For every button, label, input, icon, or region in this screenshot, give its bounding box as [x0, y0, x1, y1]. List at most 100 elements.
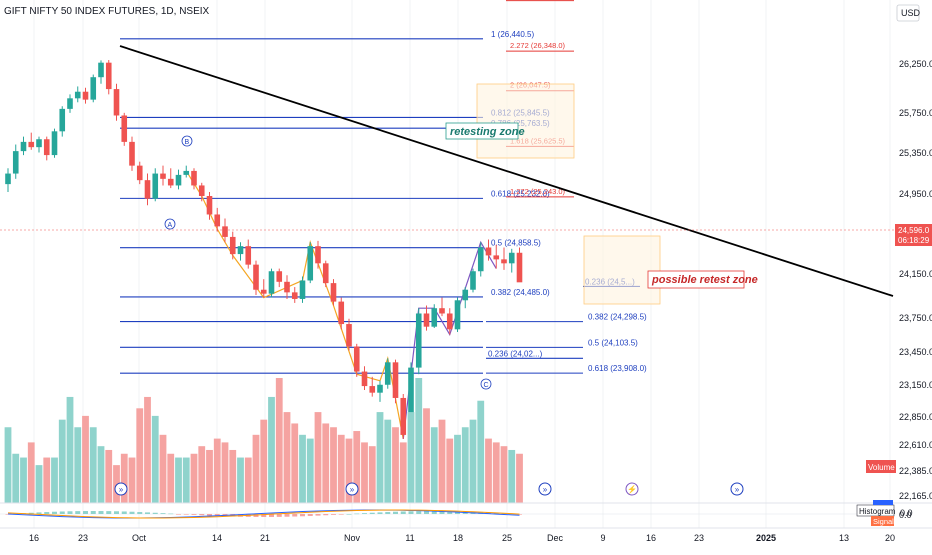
candle-body[interactable]: [198, 185, 205, 196]
candle-body[interactable]: [214, 214, 221, 227]
candle-body[interactable]: [245, 246, 252, 265]
candle-body[interactable]: [423, 313, 430, 327]
indicator-panel[interactable]: [0, 509, 895, 519]
candle-body[interactable]: [284, 281, 290, 293]
volume-bar: [353, 431, 361, 503]
candle-body[interactable]: [361, 371, 368, 387]
candle-body[interactable]: [59, 108, 66, 132]
candle-body[interactable]: [136, 165, 143, 181]
candle-body[interactable]: [346, 324, 352, 347]
candle-body[interactable]: [493, 255, 500, 260]
price-axis[interactable]: [895, 0, 932, 528]
candle-body[interactable]: [299, 280, 306, 299]
volume-bar: [35, 465, 43, 503]
volume-bar: [120, 453, 128, 503]
candle-body[interactable]: [260, 289, 267, 294]
candle-body[interactable]: [20, 141, 27, 152]
candle-body[interactable]: [268, 271, 275, 294]
volume-bar: [43, 457, 51, 503]
candle-body[interactable]: [276, 271, 283, 282]
candle-body[interactable]: [43, 139, 50, 156]
candle-body[interactable]: [160, 173, 166, 179]
candle-body[interactable]: [353, 346, 360, 372]
candle-body[interactable]: [446, 313, 453, 330]
histogram-bar: [145, 512, 150, 514]
candle-body[interactable]: [129, 141, 135, 166]
retest-zone-box[interactable]: [476, 83, 575, 159]
wave-path[interactable]: [185, 170, 404, 439]
candle-body[interactable]: [516, 252, 523, 283]
event-icon[interactable]: [730, 482, 744, 496]
y-tick-label: 23,150.0: [899, 380, 932, 390]
candle-body[interactable]: [191, 170, 197, 186]
candle-body[interactable]: [237, 246, 244, 255]
possible-retest-zone-box[interactable]: [583, 235, 661, 305]
candle-body[interactable]: [175, 174, 182, 186]
candle-body[interactable]: [183, 170, 190, 175]
candle-body[interactable]: [222, 226, 228, 237]
candle-body[interactable]: [121, 115, 128, 142]
event-icon[interactable]: [538, 482, 552, 496]
candle-body[interactable]: [28, 141, 35, 148]
candle-body[interactable]: [98, 62, 104, 78]
candle-body[interactable]: [415, 313, 422, 368]
event-icons[interactable]: » » » ⚡ »: [114, 482, 744, 496]
volume-bar: [275, 378, 283, 503]
histogram-bar: [152, 512, 158, 514]
candle-body[interactable]: [82, 91, 89, 100]
candle-body[interactable]: [338, 301, 345, 325]
candle-body[interactable]: [167, 178, 174, 186]
event-icon[interactable]: [625, 482, 639, 496]
volume-bar: [337, 434, 345, 503]
candle-body[interactable]: [74, 91, 81, 99]
candle-body[interactable]: [392, 362, 399, 398]
event-icon[interactable]: [114, 482, 128, 496]
candle-body[interactable]: [5, 173, 11, 185]
candle-body[interactable]: [454, 300, 461, 330]
histogram-bar: [191, 514, 197, 515]
candle-body[interactable]: [90, 77, 97, 100]
candle-body[interactable]: [307, 246, 314, 281]
candle-body[interactable]: [508, 252, 515, 264]
candle-body[interactable]: [322, 263, 329, 284]
currency-button[interactable]: [896, 4, 920, 22]
histogram-bar: [253, 514, 259, 517]
y-tick-label: 22,850.0: [899, 412, 932, 422]
candle-body[interactable]: [501, 259, 507, 264]
candle-body[interactable]: [36, 139, 42, 148]
histogram-bar: [447, 511, 453, 514]
candle-body[interactable]: [12, 151, 19, 174]
candle-body[interactable]: [253, 264, 259, 290]
candle-body[interactable]: [400, 397, 407, 435]
candle-body[interactable]: [369, 386, 376, 393]
candle-body[interactable]: [67, 98, 73, 109]
trend-line[interactable]: [119, 45, 894, 297]
candle-body[interactable]: [485, 247, 492, 256]
candle-body[interactable]: [291, 292, 298, 299]
candle-body[interactable]: [462, 289, 469, 301]
candles[interactable]: [5, 60, 523, 439]
event-icon-glyph: »: [119, 485, 124, 494]
candle-body[interactable]: [113, 89, 120, 116]
candle-body[interactable]: [439, 308, 445, 314]
candle-body[interactable]: [105, 62, 112, 90]
candle-body[interactable]: [51, 131, 58, 156]
candle-body[interactable]: [152, 173, 159, 199]
candle-body[interactable]: [315, 246, 321, 264]
candle-body[interactable]: [384, 362, 391, 385]
candle-body[interactable]: [144, 180, 151, 199]
x-axis-ticks: 16 23 Oct 14 21 Nov 11 18 25 Dec 9 16 23 2025 13 20: [29, 533, 895, 543]
event-icon[interactable]: [345, 482, 359, 496]
candle-body[interactable]: [377, 384, 383, 393]
histogram-bar: [517, 514, 522, 515]
candle-body[interactable]: [470, 271, 476, 290]
x-tick-label: 13: [839, 533, 849, 543]
candle-body[interactable]: [206, 196, 213, 215]
candle-body[interactable]: [477, 247, 484, 272]
candle-body[interactable]: [408, 367, 414, 435]
candle-body[interactable]: [330, 283, 337, 302]
candle-body[interactable]: [229, 236, 236, 255]
candle-body[interactable]: [431, 308, 438, 327]
